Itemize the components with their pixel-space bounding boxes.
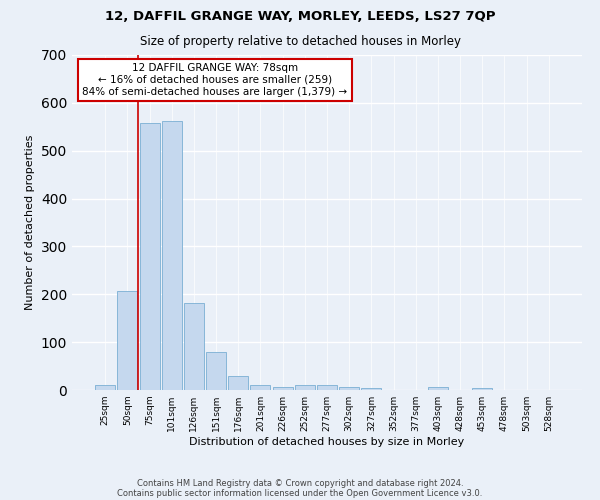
- Y-axis label: Number of detached properties: Number of detached properties: [25, 135, 35, 310]
- Bar: [140, 124, 160, 390]
- Bar: [250, 384, 271, 390]
- Bar: [184, 304, 204, 390]
- Bar: [317, 385, 337, 390]
- Bar: [206, 352, 226, 390]
- Bar: [95, 385, 115, 390]
- Text: Size of property relative to detached houses in Morley: Size of property relative to detached ho…: [139, 35, 461, 48]
- Bar: [361, 388, 382, 390]
- Text: 12, DAFFIL GRANGE WAY, MORLEY, LEEDS, LS27 7QP: 12, DAFFIL GRANGE WAY, MORLEY, LEEDS, LS…: [105, 10, 495, 23]
- Bar: [295, 385, 315, 390]
- Text: 12 DAFFIL GRANGE WAY: 78sqm
← 16% of detached houses are smaller (259)
84% of se: 12 DAFFIL GRANGE WAY: 78sqm ← 16% of det…: [82, 64, 347, 96]
- X-axis label: Distribution of detached houses by size in Morley: Distribution of detached houses by size …: [190, 437, 464, 447]
- Text: Contains public sector information licensed under the Open Government Licence v3: Contains public sector information licen…: [118, 488, 482, 498]
- Bar: [428, 386, 448, 390]
- Bar: [472, 388, 492, 390]
- Bar: [162, 120, 182, 390]
- Bar: [118, 291, 137, 390]
- Bar: [228, 376, 248, 390]
- Bar: [339, 386, 359, 390]
- Text: Contains HM Land Registry data © Crown copyright and database right 2024.: Contains HM Land Registry data © Crown c…: [137, 478, 463, 488]
- Bar: [272, 387, 293, 390]
